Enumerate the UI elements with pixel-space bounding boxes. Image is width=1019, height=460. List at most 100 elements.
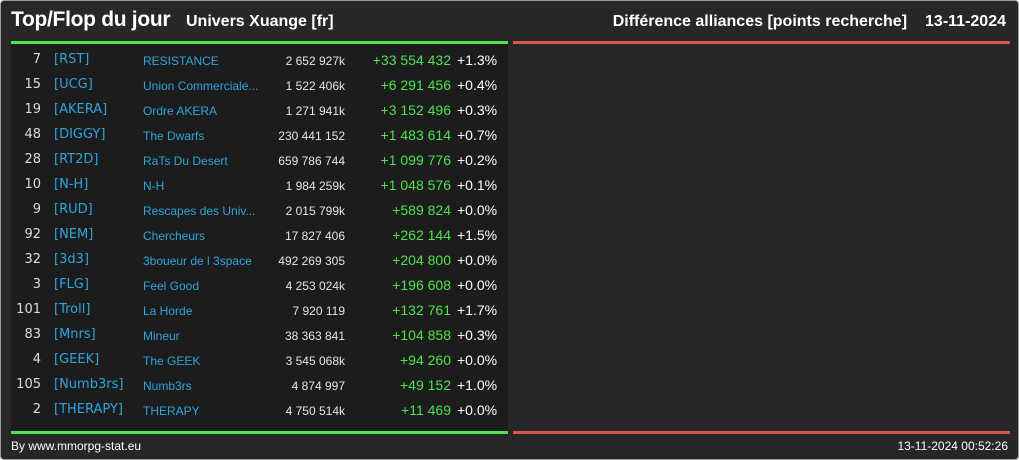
diff-cell: +49 152 bbox=[400, 377, 451, 393]
table-row: 2 [THERAPY] THERAPY 4 750 514k +11 469 +0.0% bbox=[11, 398, 508, 423]
bottom-gain-divider bbox=[11, 431, 508, 434]
alliance-name-link[interactable]: La Horde bbox=[143, 304, 193, 318]
alliance-name-link[interactable]: Numb3rs bbox=[143, 379, 192, 393]
percent-cell: +0.3% bbox=[457, 102, 498, 118]
diff-cell: +3 152 496 bbox=[380, 102, 451, 118]
table-row: 15 [UCG] Union Commerciale... 1 522 406k +6 … bbox=[11, 73, 508, 98]
points-cell: 7 920 119 bbox=[292, 304, 346, 318]
alliance-tag-link[interactable]: [GEEK] bbox=[54, 352, 100, 367]
alliance-name-link[interactable]: Chercheurs bbox=[143, 229, 206, 243]
alliance-name-link[interactable]: Rescapes des Univ... bbox=[143, 204, 256, 218]
percent-cell: +0.4% bbox=[457, 77, 498, 93]
table-row: 105 [Numb3rs] Numb3rs 4 874 997 +49 152 +1.0% bbox=[11, 373, 508, 398]
points-cell: 492 269 305 bbox=[278, 254, 345, 268]
alliance-name-link[interactable]: RESISTANCE bbox=[143, 54, 219, 68]
alliance-name-link[interactable]: Feel Good bbox=[143, 279, 200, 293]
rank-cell: 19 bbox=[24, 102, 41, 117]
alliance-tag-link[interactable]: [UCG] bbox=[54, 77, 93, 92]
rank-cell: 32 bbox=[24, 252, 41, 267]
table-row: 83 [Mnrs] Mineur 38 363 841 +104 858 +0.3% bbox=[11, 323, 508, 348]
alliance-tag-link[interactable]: [RST] bbox=[54, 52, 90, 67]
points-cell: 2 015 799k bbox=[285, 204, 345, 218]
rank-cell: 9 bbox=[32, 202, 41, 217]
points-cell: 659 786 744 bbox=[278, 154, 345, 168]
alliance-tag-link[interactable]: [NEM] bbox=[54, 227, 94, 242]
points-cell: 1 522 406k bbox=[285, 79, 345, 93]
alliance-tag-link[interactable]: [Troll] bbox=[54, 302, 91, 317]
diff-cell: +1 099 776 bbox=[380, 152, 451, 168]
percent-cell: +0.0% bbox=[457, 252, 498, 268]
page-title: Top/Flop du jour bbox=[11, 8, 171, 31]
points-cell: 4 253 024k bbox=[285, 279, 345, 293]
diff-cell: +104 858 bbox=[392, 327, 451, 343]
header: Top/Flop du jour Univers Xuange [fr] Dif… bbox=[1, 1, 1018, 41]
header-right: Différence alliances [points recherche] 1… bbox=[613, 13, 1006, 31]
rank-cell: 83 bbox=[24, 327, 41, 342]
alliance-tag-link[interactable]: [RT2D] bbox=[54, 152, 99, 167]
diff-cell: +1 483 614 bbox=[380, 127, 451, 143]
alliance-name-link[interactable]: Mineur bbox=[143, 329, 180, 343]
diff-cell: +132 761 bbox=[392, 302, 451, 318]
table-row: 101 [Troll] La Horde 7 920 119 +132 761 +1.7% bbox=[11, 298, 508, 323]
percent-cell: +1.3% bbox=[457, 52, 498, 68]
alliance-name-link[interactable]: Ordre AKERA bbox=[143, 104, 218, 118]
alliance-name-link[interactable]: The GEEK bbox=[143, 354, 201, 368]
points-cell: 4 750 514k bbox=[285, 404, 345, 418]
header-date: 13-11-2024 bbox=[925, 13, 1006, 30]
alliance-name-link[interactable]: RaTs Du Desert bbox=[143, 154, 228, 168]
table-row: 7 [RST] RESISTANCE 2 652 927k +33 554 432 +1.… bbox=[11, 48, 508, 73]
table-row: 32 [3d3] 3boueur de l 3space 492 269 305 +20… bbox=[11, 248, 508, 273]
points-cell: 38 363 841 bbox=[284, 329, 345, 343]
rank-cell: 101 bbox=[16, 302, 41, 317]
points-cell: 1 271 941k bbox=[285, 104, 345, 118]
alliance-tag-link[interactable]: [Numb3rs] bbox=[54, 377, 124, 392]
table-row: 19 [AKERA] Ordre AKERA 1 271 941k +3 152 496… bbox=[11, 98, 508, 123]
percent-cell: +0.1% bbox=[457, 177, 498, 193]
diff-cell: +6 291 456 bbox=[380, 77, 451, 93]
bottom-loss-divider bbox=[513, 431, 1010, 434]
alliance-tag-link[interactable]: [THERAPY] bbox=[54, 402, 123, 417]
points-cell: 3 545 068k bbox=[285, 354, 345, 368]
table-row: 9 [RUD] Rescapes des Univ... 2 015 799k +589… bbox=[11, 198, 508, 223]
footer-credit: By www.mmorpg-stat.eu bbox=[11, 439, 142, 453]
alliance-tag-link[interactable]: [DIGGY] bbox=[54, 127, 106, 142]
percent-cell: +0.0% bbox=[457, 202, 498, 218]
percent-cell: +0.7% bbox=[457, 127, 498, 143]
percent-cell: +0.3% bbox=[457, 327, 498, 343]
rank-cell: 28 bbox=[24, 152, 41, 167]
diff-cell: +11 469 bbox=[401, 402, 451, 418]
rank-cell: 4 bbox=[32, 352, 41, 367]
percent-cell: +1.7% bbox=[457, 302, 498, 318]
rank-cell: 15 bbox=[24, 77, 41, 92]
alliance-name-link[interactable]: 3boueur de l 3space bbox=[143, 254, 252, 268]
alliance-tag-link[interactable]: [RUD] bbox=[54, 202, 93, 217]
points-cell: 4 874 997 bbox=[291, 379, 345, 393]
universe-label: Univers Xuange [fr] bbox=[186, 13, 334, 30]
percent-cell: +1.5% bbox=[457, 227, 498, 243]
percent-cell: +0.0% bbox=[457, 402, 498, 418]
diff-cell: +94 260 bbox=[400, 352, 451, 368]
alliance-tag-link[interactable]: [FLG] bbox=[54, 277, 89, 292]
table-row: 28 [RT2D] RaTs Du Desert 659 786 744 +1 099 … bbox=[11, 148, 508, 173]
alliance-tag-link[interactable]: [N-H] bbox=[54, 177, 89, 192]
alliance-name-link[interactable]: The Dwarfs bbox=[143, 129, 205, 143]
percent-cell: +0.2% bbox=[457, 152, 498, 168]
rank-cell: 92 bbox=[24, 227, 41, 242]
alliance-tag-link[interactable]: [3d3] bbox=[54, 252, 89, 267]
percent-cell: +0.0% bbox=[457, 352, 498, 368]
diff-cell: +196 608 bbox=[392, 277, 451, 293]
alliance-name-link[interactable]: N-H bbox=[143, 179, 165, 193]
rank-cell: 7 bbox=[32, 52, 41, 67]
footer-timestamp: 13-11-2024 00:52:26 bbox=[897, 439, 1008, 453]
alliance-tag-link[interactable]: [Mnrs] bbox=[54, 327, 96, 342]
alliance-name-link[interactable]: THERAPY bbox=[143, 404, 200, 418]
alliance-tag-link[interactable]: [AKERA] bbox=[54, 102, 108, 117]
top-loss-divider bbox=[513, 41, 1010, 44]
table-row: 4 [GEEK] The GEEK 3 545 068k +94 260 +0.0% bbox=[11, 348, 508, 373]
rank-cell: 2 bbox=[32, 402, 41, 417]
rank-cell: 48 bbox=[24, 127, 41, 142]
points-cell: 2 652 927k bbox=[285, 54, 345, 68]
alliance-name-link[interactable]: Union Commerciale... bbox=[143, 79, 259, 93]
rank-cell: 3 bbox=[32, 277, 41, 292]
